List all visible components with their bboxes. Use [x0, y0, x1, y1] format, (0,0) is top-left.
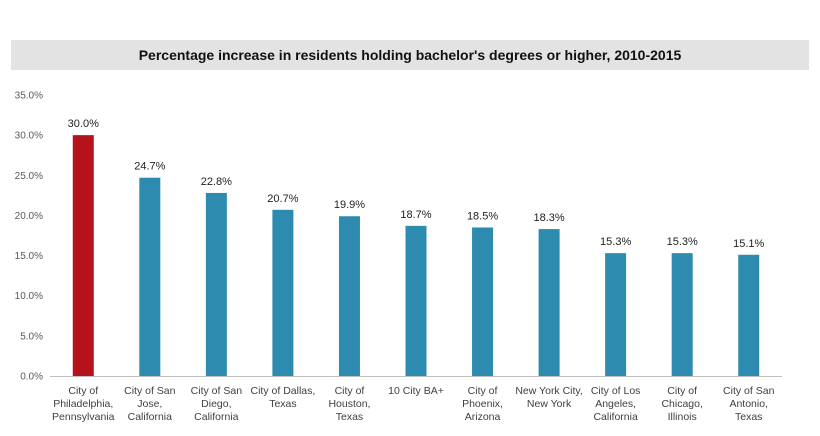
x-tick-label-line: City of [667, 385, 697, 397]
bars [72, 135, 760, 376]
bar [671, 253, 693, 376]
y-tick-label: 20.0% [15, 211, 43, 222]
bar [538, 229, 560, 376]
data-label: 19.9% [334, 199, 365, 211]
chart-title-bar: Percentage increase in residents holding… [11, 40, 809, 70]
data-label: 30.0% [68, 118, 99, 130]
data-label: 18.5% [467, 210, 498, 222]
x-tick-label-line: Jose, [137, 398, 162, 410]
x-tick-label-line: California [593, 411, 638, 423]
y-tick-label: 30.0% [15, 131, 43, 142]
x-tick-label: City of Dallas, Texas [251, 385, 316, 410]
x-tick-label-line: Angeles, [595, 398, 636, 410]
x-tick-label-line: City of [68, 385, 98, 397]
y-tick-label: 0.0% [20, 372, 43, 383]
bar [338, 216, 360, 376]
x-tick-label-line: City of Los [591, 385, 641, 397]
x-tick-label-line: Houston, [328, 398, 370, 410]
x-tick-label: City of Philadelphia, Pennsylvania [52, 385, 115, 423]
x-tick-label-line: City of [468, 385, 498, 397]
y-tick-label: 10.0% [15, 291, 43, 302]
y-tick-label: 35.0% [15, 91, 43, 102]
x-tick-label-line: California [194, 411, 239, 423]
y-tick-label: 5.0% [20, 331, 43, 342]
x-tick-label: City of San Antonio, Texas [723, 385, 775, 423]
x-tick-label: City of Chicago, Illinois [661, 385, 702, 423]
y-tick-label: 25.0% [15, 171, 43, 182]
x-tick-label: City of Phoenix, Arizona [462, 385, 503, 423]
x-tick-label-line: Illinois [668, 411, 697, 423]
data-label: 18.3% [533, 212, 564, 224]
bar [72, 135, 94, 376]
x-tick-label: City of San Jose, California [124, 385, 176, 423]
x-tick-label-line: City of Dallas, [251, 385, 316, 397]
bar [272, 209, 294, 376]
x-tick-label-line: Philadelphia, [53, 398, 113, 410]
x-tick-label-line: Phoenix, [462, 398, 503, 410]
bar [139, 177, 161, 376]
data-label: 24.7% [134, 161, 165, 173]
x-tick-label: City of Los Angeles, California [591, 385, 641, 423]
y-tick-label: 15.0% [15, 251, 43, 262]
x-tick-label-line: California [128, 411, 173, 423]
x-tick-label-line: 10 City BA+ [388, 385, 444, 397]
data-label: 22.8% [201, 176, 232, 188]
x-tick-label-line: City of San [124, 385, 176, 397]
x-tick-label-line: Pennsylvania [52, 411, 115, 423]
x-tick-label-line: New York [527, 398, 572, 410]
x-tick-label-line: New York City, [515, 385, 583, 397]
chart-title: Percentage increase in residents holding… [138, 47, 682, 63]
x-tick-label: New York City, New York [515, 385, 583, 410]
x-tick-label: City of Houston, Texas [328, 385, 370, 423]
bar [405, 225, 427, 376]
x-tick-label-line: Diego, [201, 398, 231, 410]
x-tick-label-line: Texas [336, 411, 363, 423]
bar [472, 227, 494, 376]
x-tick-label-line: Arizona [465, 411, 501, 423]
x-tick-label: 10 City BA+ [388, 385, 444, 397]
x-tick-label-line: Texas [735, 411, 762, 423]
data-label: 15.3% [600, 236, 631, 248]
data-label: 20.7% [267, 193, 298, 205]
data-label: 18.7% [400, 209, 431, 221]
bar [738, 254, 760, 376]
x-tick-label-line: Antonio, [729, 398, 768, 410]
bar [205, 192, 227, 376]
x-tick-label-line: City of San [191, 385, 243, 397]
data-label: 15.3% [667, 236, 698, 248]
x-tick-label: City of San Diego, California [191, 385, 243, 423]
x-tick-label-line: City of San [723, 385, 775, 397]
y-axis: 0.0% 5.0% 10.0% 15.0% 20.0% 25.0% 30.0% 35.0% [15, 91, 782, 383]
x-tick-label-line: City of [335, 385, 365, 397]
data-labels: 30.0% 24.7% 22.8% 20.7% 19.9% 18.7% 18.5% 18.3%… [68, 118, 765, 250]
bar [605, 253, 627, 376]
data-label: 15.1% [733, 238, 764, 250]
x-tick-label-line: Chicago, [661, 398, 702, 410]
x-tick-label-line: Texas [269, 398, 296, 410]
